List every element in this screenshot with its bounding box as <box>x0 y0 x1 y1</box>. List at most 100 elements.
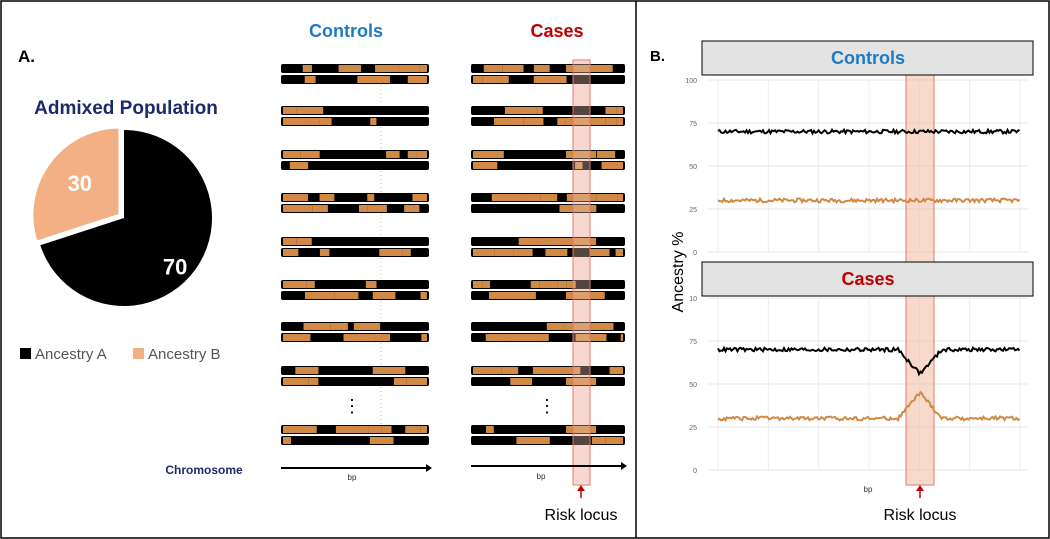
ancestry-b-segment <box>473 367 502 374</box>
legend-swatch-ancestry-b <box>133 348 144 359</box>
controls-title: Controls <box>309 21 383 41</box>
ancestry-b-segment <box>283 194 308 201</box>
risk-ancestry-b-segment <box>566 323 596 330</box>
ancestry-b-segment <box>283 107 297 114</box>
ancestry-b-segment <box>353 323 381 330</box>
y-tick-label: 75 <box>689 121 697 128</box>
ancestry-b-segment <box>352 426 369 433</box>
ancestry-b-segment <box>283 238 297 245</box>
ancestry-b-segment <box>537 238 568 245</box>
ancestry-b-segment <box>590 323 614 330</box>
ancestry-b-segment <box>311 292 335 299</box>
ancestry-b-segment <box>530 281 540 288</box>
x-axis-label-b: bp <box>864 485 873 494</box>
ancestry-b-segment <box>522 194 541 201</box>
ancestry-b-segment <box>375 334 390 341</box>
ancestry-b-segment <box>393 378 407 385</box>
y-tick-label: 0 <box>693 250 697 257</box>
ancestry-b-segment <box>485 334 510 341</box>
ancestry-b-segment <box>566 194 597 201</box>
cases-ellipsis: ⋮ <box>538 396 556 416</box>
panel-b: B. Controls Cases 100 75 50 25 0 10 75 50 25 0 An… <box>650 40 1034 524</box>
y-tick-label: 100 <box>685 78 697 85</box>
ancestry-b-segment <box>420 426 427 433</box>
ancestry-b-segment <box>304 118 320 125</box>
ancestry-b-segment <box>407 76 427 83</box>
panel-a: A. Admixed Population 70 30 Ancestry A A… <box>18 21 627 524</box>
ancestry-b-segment <box>547 281 558 288</box>
ancestry-b-segment <box>296 238 312 245</box>
ancestry-b-segment <box>509 334 540 341</box>
cases-bp-arrowhead <box>621 462 627 470</box>
ancestry-b-segment <box>381 426 392 433</box>
ancestry-b-segment <box>304 76 316 83</box>
risk-ancestry-b-segment <box>566 65 596 72</box>
ancestry-b-segment <box>502 65 524 72</box>
pie-slice-ancestry-b <box>30 125 122 245</box>
pie-chart: 70 30 <box>30 125 213 307</box>
ancestry-b-segment <box>296 107 324 114</box>
ancestry-b-segment <box>306 281 315 288</box>
ancestry-b-segment <box>510 378 533 385</box>
y-tick-label: 50 <box>689 164 697 171</box>
y-tick-label: 25 <box>689 207 697 214</box>
ancestry-b-segment <box>372 292 396 299</box>
risk-ancestry-b-segment <box>566 378 596 385</box>
ancestry-b-segment <box>533 76 567 83</box>
ancestry-b-segment <box>283 205 313 212</box>
ancestry-b-segment <box>319 194 335 201</box>
y-tick-label: 10 <box>689 296 697 303</box>
ancestry-b-segment <box>369 437 394 444</box>
ancestry-b-segment <box>473 249 495 256</box>
ancestry-b-segment <box>283 249 299 256</box>
ancestry-b-segment <box>605 118 617 125</box>
ancestry-b-segment <box>419 65 427 72</box>
ancestry-b-segment <box>283 426 317 433</box>
ancestry-b-segment <box>402 249 411 256</box>
ancestry-b-segment <box>386 151 400 158</box>
risk-locus-label-b: Risk locus <box>884 507 957 524</box>
ancestry-b-segment <box>473 76 483 83</box>
pie-label-ancestry-b: 30 <box>68 171 92 196</box>
cases-strip <box>701 261 1034 297</box>
controls-strip-title: Controls <box>831 48 905 68</box>
ancestry-b-segment <box>532 367 566 374</box>
y-tick-label: 50 <box>689 382 697 389</box>
ancestry-b-segment <box>399 65 420 72</box>
ancestry-b-segment <box>289 162 309 169</box>
ancestry-b-segment <box>367 194 375 201</box>
risk-locus-arrowhead-a <box>577 485 585 491</box>
ancestry-b-segment <box>283 378 309 385</box>
ancestry-b-segment <box>473 151 504 158</box>
ancestry-b-segment <box>302 65 312 72</box>
ancestry-b-segment <box>513 249 533 256</box>
cases-strip-title: Cases <box>841 269 894 289</box>
ancestry-b-segment <box>620 334 623 341</box>
facet-tick-labels: 100 75 50 25 0 10 75 50 25 0 <box>685 78 697 475</box>
ancestry-b-segment <box>338 65 362 72</box>
ancestry-b-segment <box>420 292 427 299</box>
legend-label-ancestry-b: Ancestry B <box>148 346 221 363</box>
ancestry-b-segment <box>283 437 291 444</box>
ancestry-b-segment <box>367 205 387 212</box>
controls-bp-label: bp <box>348 473 357 482</box>
cases-bp-label: bp <box>537 472 546 481</box>
ancestry-b-segment <box>334 292 359 299</box>
ancestry-b-segment <box>406 378 427 385</box>
ancestry-b-segment <box>546 323 564 330</box>
legend-swatch-ancestry-a <box>20 348 31 359</box>
ancestry-b-segment <box>404 205 420 212</box>
ancestry-b-segment <box>599 334 607 341</box>
risk-ancestry-b-segment <box>566 151 596 158</box>
ancestry-b-segment <box>589 249 610 256</box>
ancestry-b-segment <box>518 238 538 245</box>
risk-locus-arrowhead-b <box>916 485 924 491</box>
ancestry-b-segment <box>379 249 403 256</box>
ancestry-b-segment <box>330 323 348 330</box>
controls-ancestry-a-line <box>717 127 1020 136</box>
ancestry-b-segment <box>539 334 549 341</box>
ancestry-b-segment <box>319 249 330 256</box>
ancestry-b-segment <box>545 249 568 256</box>
cases-chromosome <box>471 204 625 213</box>
